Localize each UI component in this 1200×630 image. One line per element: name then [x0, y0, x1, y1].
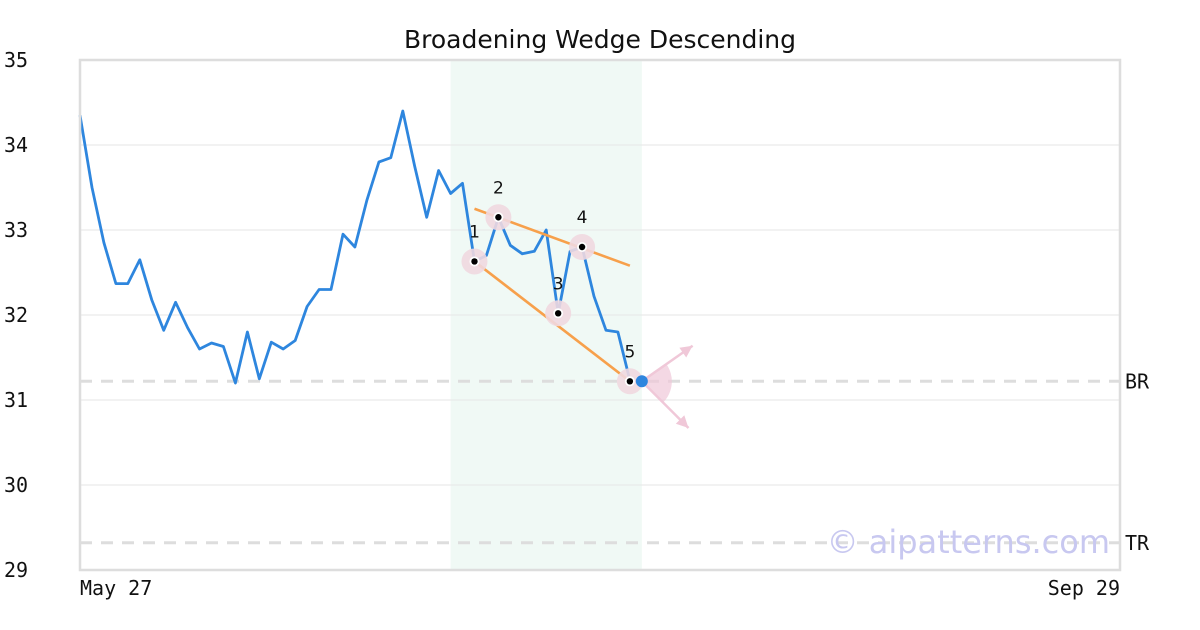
pivot-dot [554, 310, 562, 317]
pivot-layer: 1 2 3 4 5 [461, 178, 648, 395]
y-tick-label: 31 [4, 388, 28, 412]
plot-frame [78, 58, 1122, 572]
level-labels: BR TR [1125, 369, 1150, 555]
level-lines [80, 379, 1120, 545]
x-axis-ticks: May 27 Sep 29 [80, 576, 1120, 600]
level-label: TR [1125, 531, 1150, 555]
projection-arrowhead [679, 345, 693, 358]
watermark: © aipatterns.com [827, 523, 1110, 561]
current-point [635, 375, 648, 388]
pivot-dot [471, 258, 478, 265]
projection-sector [641, 364, 672, 403]
y-tick-label: 33 [4, 218, 28, 242]
arrow-layer [640, 344, 694, 429]
y-axis-ticks: 29 30 31 32 33 34 35 [4, 48, 28, 582]
price-layer [78, 109, 642, 385]
y-tick-label: 32 [4, 303, 28, 327]
projection-arrowhead [675, 415, 689, 428]
watermark-layer: © aipatterns.com [827, 523, 1110, 561]
y-tick-label: 34 [4, 133, 28, 157]
pivot-label: 2 [493, 178, 504, 198]
pivot-label: 3 [553, 274, 564, 294]
y-tick-label: 29 [4, 558, 28, 582]
x-tick-label: Sep 29 [1048, 576, 1120, 600]
price-line [78, 109, 642, 385]
pivot-label: 1 [469, 222, 480, 242]
y-tick-label: 35 [4, 48, 28, 72]
pivot-label: 4 [577, 208, 588, 228]
x-tick-label: May 27 [80, 576, 152, 600]
pivot-dot [495, 214, 502, 221]
pivot-dot [578, 243, 586, 251]
y-tick-label: 30 [4, 473, 28, 497]
chart-title: Broadening Wedge Descending [404, 25, 796, 54]
pivot-label: 5 [624, 342, 635, 362]
level-label: BR [1125, 369, 1150, 393]
pivot-dot [626, 378, 634, 385]
